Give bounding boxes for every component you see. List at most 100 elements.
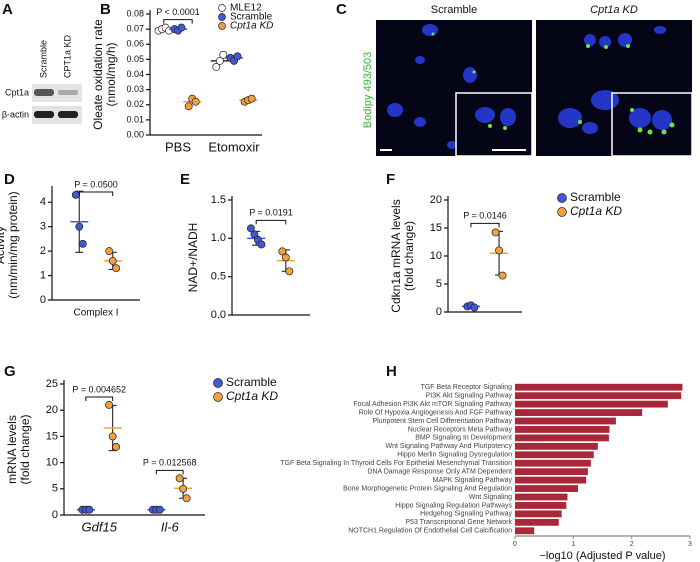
category-label: Wnt Signaling [469,494,512,501]
legend-marker [218,4,226,12]
y-tick-label: 0.07 [126,24,144,34]
panel-letter: A [2,1,13,18]
y-axis-label: Activity [0,226,7,264]
panel-letter: D [4,171,15,188]
data-point [233,52,242,61]
legend-label: MLE12 [230,3,262,14]
x-tick-label: Etomoxir [208,139,260,154]
data-point [219,50,228,59]
legend-marker [213,378,223,388]
y-axis-label: (nmol/mg/h) [104,42,118,106]
y-tick-label: 1 [40,269,46,281]
x-tick-label: 3 [688,541,692,548]
data-point [498,271,507,280]
x-tick-label: Gdf15 [82,519,118,534]
category-label: TGF Beta Signaling In Thyroid Cells For … [280,460,512,467]
legend-label: Scramble [226,375,277,389]
y-tick-label: 25 [46,378,58,390]
significance-bracket [155,469,184,475]
y-tick-label: 0.08 [126,8,144,18]
data-point [470,303,479,312]
category-label: P53 Transcriptional Gene Network [405,519,512,526]
category-label: Hippo Merlin Signaling Dysregulation [397,452,512,459]
image-title: Cpt1a KD [590,4,638,16]
data-point [285,267,294,276]
legend-marker [557,207,567,217]
legend-label: Scramble [570,190,621,204]
blot-strip [32,84,82,102]
data-point [108,256,117,265]
bar [515,409,643,416]
x-tick-label: 2 [630,541,634,548]
data-point [155,505,164,514]
panel-a: A Scramble CPT1a KD Cpt1a β-actin [2,1,82,124]
data-point [278,247,287,256]
y-tick-label: 1.5 [211,194,226,206]
legend-marker [557,193,567,203]
category-label: Hippo Signaling Regulation Pathways [395,502,512,509]
data-point [71,190,80,199]
lipid-droplets [431,32,675,135]
y-tick-label: 20 [46,404,58,416]
category-label: Focal Adhesion PI3K Akt mTOR Signaling P… [353,401,512,408]
category-label: DNA Damage Response Only ATM Dependent [367,469,512,476]
data-point [75,222,84,231]
panel-letter: F [386,171,395,188]
blot-band [58,90,78,95]
blot-band [34,111,54,118]
p-value: P = 0.004652 [72,384,126,394]
bar [515,400,668,408]
y-axis-label: (fold change) [18,414,32,484]
data-point [105,401,114,409]
y-axis-label: Cdkn1a mRNA levels [389,199,403,312]
significance-bracket [85,396,114,401]
blot-column-label: CPT1a KD [62,34,72,78]
y-tick-label: 0.05 [126,54,144,64]
bar [515,510,562,518]
y-tick-label: 15 [46,430,58,442]
bar [515,459,591,467]
legend-marker [218,13,226,21]
legend-label: Scramble [230,12,273,23]
y-axis-label: mRNA levels [5,415,19,484]
bar [515,392,682,400]
stain-label: Bodipy 493/503 [362,52,374,128]
panel-c: C Scramble Cpt1a KD Bodipy 493/503 [336,1,693,157]
panel-letter: G [4,363,16,380]
panel-letter: C [336,1,347,18]
y-tick-label: 0 [52,509,58,521]
category-label: Bone Morphogenetic Protein Signaling And… [343,485,512,492]
data-point [247,94,256,103]
data-point [212,62,221,71]
category-label: BMP Signaling In Development [415,435,512,442]
bar [515,493,568,501]
y-tick-label: 0.01 [126,114,144,124]
y-tick-label: 0 [436,306,442,318]
y-tick-label: 2 [40,245,46,257]
legend-label: Cpt1a KD [226,389,278,403]
y-tick-label: 0.04 [126,69,144,79]
bar [515,383,683,391]
data-point [85,505,94,514]
blot-band [34,89,54,96]
blot-row-label: β-actin [2,109,29,119]
bar [515,426,610,433]
significance-bracket [78,191,114,196]
category-label: MAPK Signaling Pathway [433,477,513,484]
y-tick-label: 0 [40,294,46,306]
bar [515,502,567,509]
data-point [246,224,255,233]
blot-strip [32,106,82,124]
y-axis-label: (nm/min/mg protein) [6,191,20,298]
y-tick-label: 5 [436,278,442,290]
y-tick-label: 0.5 [211,271,226,283]
significance-bracket [163,19,193,24]
x-tick-label: 0 [513,541,517,548]
y-tick-label: 10 [46,457,58,469]
x-tick-label: PBS [165,139,191,154]
blot-band [58,111,78,118]
nuclei [387,24,672,149]
p-value: P = 0.0146 [463,211,507,221]
p-value: P < 0.0001 [156,7,200,17]
bar [515,442,598,450]
